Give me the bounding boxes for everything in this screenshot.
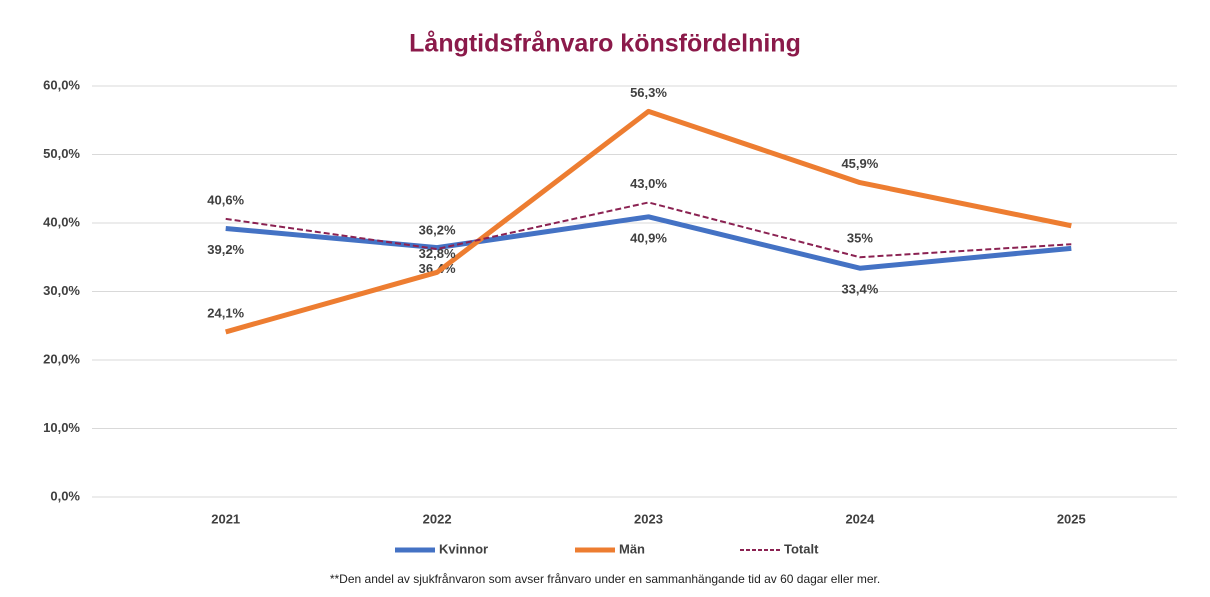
legend-label: Män xyxy=(619,541,645,556)
data-label: 40,9% xyxy=(630,230,667,245)
x-tick-label: 2022 xyxy=(423,511,452,526)
data-label: 45,9% xyxy=(841,156,878,171)
data-label: 35% xyxy=(847,231,873,246)
data-label: 24,1% xyxy=(207,305,244,320)
series-line xyxy=(225,108,1072,335)
y-tick-label: 50,0% xyxy=(43,146,80,161)
data-label: 40,6% xyxy=(207,192,244,207)
data-label: 36,2% xyxy=(419,222,456,237)
y-tick-label: 60,0% xyxy=(43,77,80,92)
x-tick-label: 2021 xyxy=(211,511,240,526)
chart-title: Långtidsfrånvaro könsfördelning xyxy=(409,30,801,58)
y-tick-label: 30,0% xyxy=(43,283,80,298)
data-label: 32,8% xyxy=(419,246,456,261)
data-label: 43,0% xyxy=(630,176,667,191)
y-tick-label: 20,0% xyxy=(43,351,80,366)
data-label: 33,4% xyxy=(841,282,878,297)
x-tick-label: 2024 xyxy=(845,511,875,526)
y-tick-label: 0,0% xyxy=(50,488,80,503)
series-line xyxy=(225,214,1072,271)
x-tick-label: 2023 xyxy=(634,511,663,526)
data-label: 56,3% xyxy=(630,85,667,100)
legend-label: Kvinnor xyxy=(439,541,488,556)
x-tick-label: 2025 xyxy=(1057,511,1086,526)
legend-label: Totalt xyxy=(784,541,819,556)
footnote: **Den andel av sjukfrånvaron som avser f… xyxy=(330,572,880,586)
y-tick-label: 10,0% xyxy=(43,420,80,435)
y-tick-label: 40,0% xyxy=(43,214,80,229)
data-label: 39,2% xyxy=(207,242,244,257)
